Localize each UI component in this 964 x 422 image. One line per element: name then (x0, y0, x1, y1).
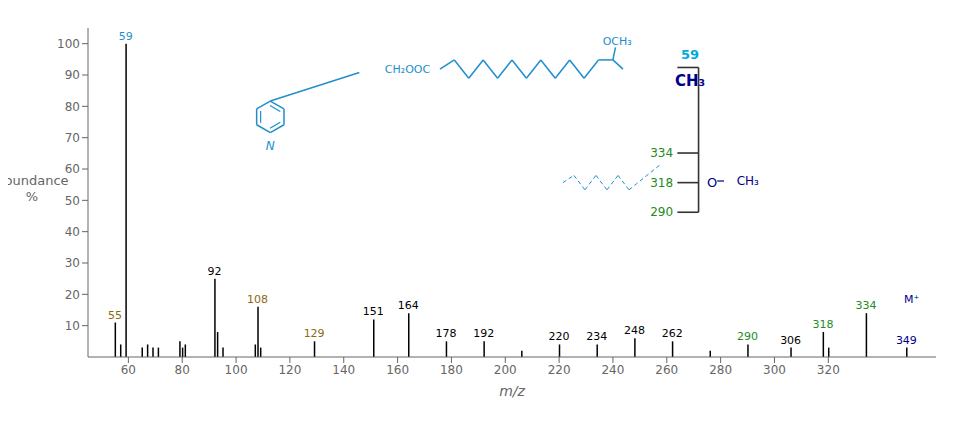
svg-text:CH₂OOC: CH₂OOC (385, 63, 431, 76)
svg-text:178: 178 (436, 327, 457, 340)
svg-text:M⁺: M⁺ (904, 293, 919, 306)
svg-text:100: 100 (225, 363, 248, 377)
svg-text:40: 40 (65, 225, 80, 239)
svg-text:80: 80 (65, 100, 80, 114)
svg-text:262: 262 (662, 327, 683, 340)
svg-text:100: 100 (57, 37, 80, 51)
svg-text:151: 151 (363, 305, 384, 318)
svg-text:30: 30 (65, 256, 80, 270)
svg-text:164: 164 (398, 299, 419, 312)
svg-text:50: 50 (65, 194, 80, 208)
svg-text:192: 192 (473, 327, 494, 340)
svg-text:280: 280 (709, 363, 732, 377)
svg-text:349: 349 (896, 334, 917, 347)
svg-text:108: 108 (247, 293, 268, 306)
svg-text:92: 92 (208, 265, 222, 278)
svg-text:334: 334 (650, 146, 673, 160)
svg-text:129: 129 (304, 327, 325, 340)
svg-text:O: O (707, 175, 717, 190)
svg-text:248: 248 (624, 324, 645, 337)
svg-text:55: 55 (108, 309, 122, 322)
svg-text:m/z: m/z (499, 383, 525, 399)
svg-text:20: 20 (65, 288, 80, 302)
svg-text:200: 200 (494, 363, 517, 377)
svg-text:334: 334 (856, 299, 877, 312)
svg-text:160: 160 (386, 363, 409, 377)
svg-text:220: 220 (549, 330, 570, 343)
svg-text:60: 60 (65, 162, 80, 176)
svg-text:300: 300 (763, 363, 786, 377)
svg-text:306: 306 (780, 334, 801, 347)
svg-text:290: 290 (650, 205, 673, 219)
svg-text:70: 70 (65, 131, 80, 145)
svg-text:60: 60 (121, 363, 136, 377)
svg-text:90: 90 (65, 68, 80, 82)
svg-text:N: N (266, 139, 275, 153)
svg-text:Abundance%: Abundance% (8, 173, 69, 204)
svg-text:320: 320 (817, 363, 840, 377)
svg-text:318: 318 (650, 176, 673, 190)
svg-text:240: 240 (601, 363, 624, 377)
svg-text:140: 140 (332, 363, 355, 377)
svg-text:59: 59 (681, 47, 699, 62)
svg-text:234: 234 (586, 330, 607, 343)
svg-text:120: 120 (278, 363, 301, 377)
svg-text:CH₃: CH₃ (675, 72, 705, 90)
svg-text:CH₃: CH₃ (737, 174, 759, 188)
svg-text:220: 220 (548, 363, 571, 377)
svg-text:180: 180 (440, 363, 463, 377)
svg-text:59: 59 (119, 30, 133, 43)
svg-text:318: 318 (812, 318, 833, 331)
svg-text:80: 80 (175, 363, 190, 377)
svg-text:260: 260 (655, 363, 678, 377)
svg-text:290: 290 (737, 330, 758, 343)
svg-text:10: 10 (65, 319, 80, 333)
svg-text:OCH₃: OCH₃ (603, 35, 632, 48)
